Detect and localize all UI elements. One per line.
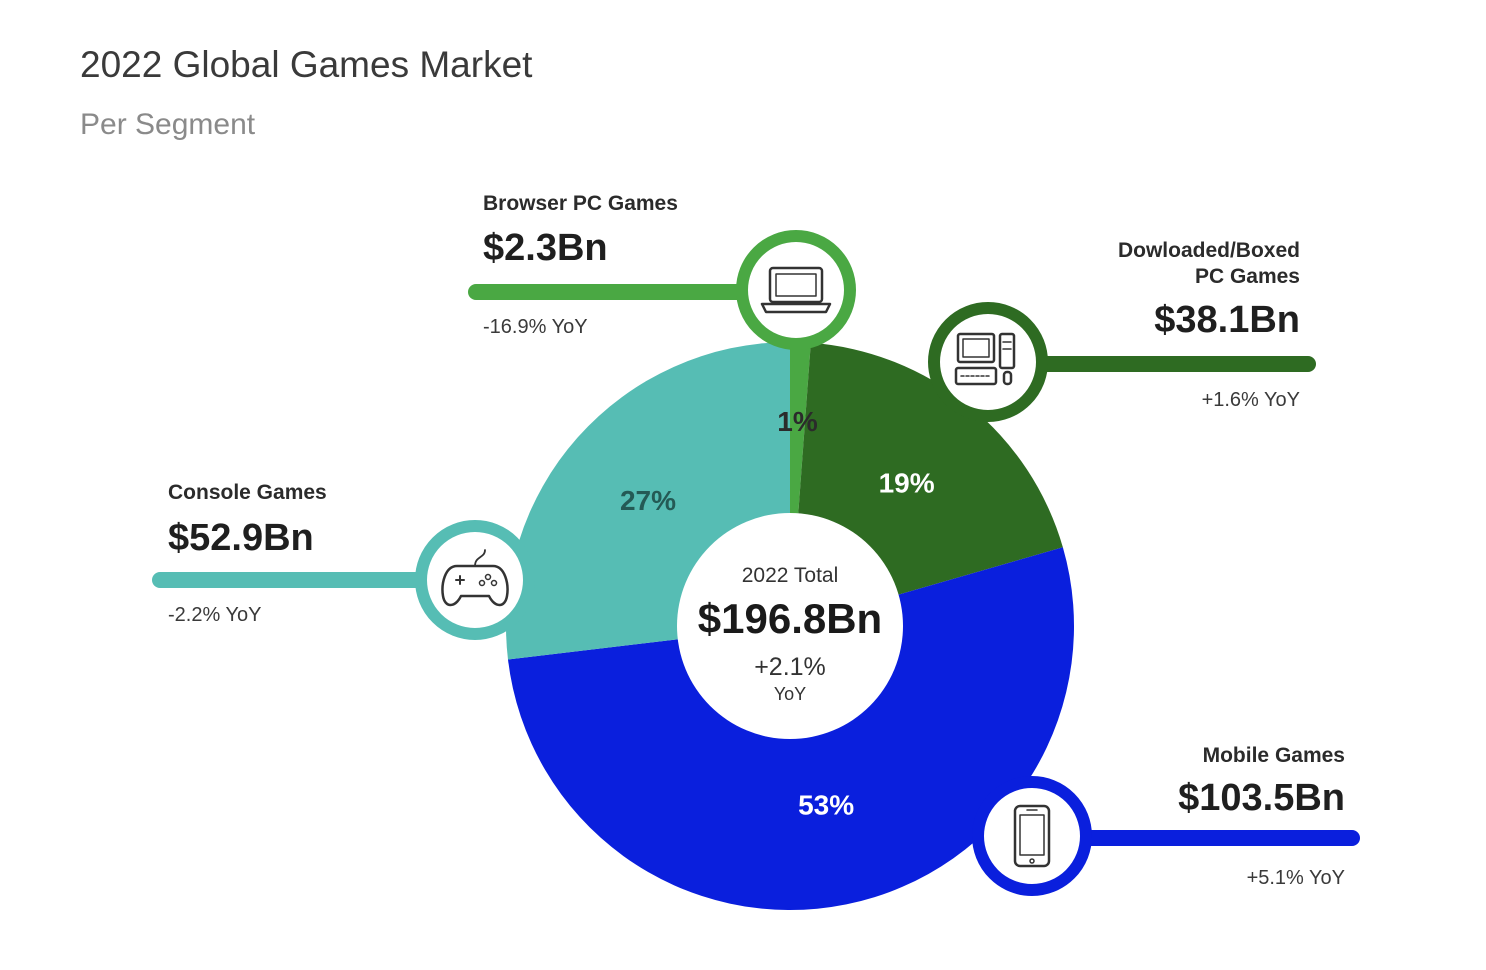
icon-ring-3 — [415, 520, 535, 640]
segment-name-0: Browser PC Games — [483, 192, 678, 215]
segment-name-1-line-0: Dowloaded/Boxed — [1118, 239, 1300, 262]
desktop-pc-icon — [954, 332, 1016, 386]
percent-labels: 1% 19% 53% 27% — [620, 406, 935, 820]
percent-label-1: 19% — [879, 467, 935, 498]
callout-connector-0 — [790, 346, 807, 374]
center-total-yoy: +2.1% — [754, 653, 826, 681]
gamepad-icon — [441, 549, 509, 607]
icon-ring-0 — [736, 230, 856, 350]
segment-name-3: Console Games — [168, 481, 327, 504]
percent-label-2: 53% — [798, 789, 854, 820]
segment-yoy-1: +1.6% YoY — [1202, 389, 1300, 411]
laptop-icon — [760, 266, 832, 314]
mobile-phone-icon — [1013, 804, 1051, 868]
segment-name-1-line-1: PC Games — [1195, 265, 1300, 288]
callout-3: Console Games $52.9Bn -2.2% YoY — [152, 481, 535, 640]
segment-value-0: $2.3Bn — [483, 227, 608, 269]
segment-yoy-0: -16.9% YoY — [483, 316, 588, 338]
segment-value-3: $52.9Bn — [168, 517, 314, 559]
segment-name-2: Mobile Games — [1203, 744, 1345, 767]
center-circle — [677, 513, 903, 739]
segment-yoy-2: +5.1% YoY — [1247, 867, 1345, 889]
chart-subtitle: Per Segment — [80, 108, 256, 141]
center-total-value: $196.8Bn — [698, 595, 882, 642]
chart-title: 2022 Global Games Market — [80, 44, 533, 85]
segment-yoy-3: -2.2% YoY — [168, 604, 261, 626]
center-total: 2022 Total $196.8Bn +2.1% YoY — [677, 513, 903, 739]
percent-label-0: 1% — [777, 406, 818, 437]
callout-1: Dowloaded/Boxed PC Games $38.1Bn +1.6% YoY — [928, 239, 1316, 422]
center-total-yoy-unit: YoY — [774, 684, 806, 704]
percent-label-3: 27% — [620, 485, 676, 516]
segment-value-2: $103.5Bn — [1178, 777, 1345, 819]
segment-callouts: Browser PC Games $2.3Bn -16.9% YoY Dowloade… — [152, 192, 1360, 896]
icon-ring-2 — [972, 776, 1092, 896]
segment-value-1: $38.1Bn — [1154, 299, 1300, 341]
center-total-label: 2022 Total — [742, 564, 839, 587]
callout-2: Mobile Games $103.5Bn +5.1% YoY — [972, 744, 1360, 896]
callout-0: Browser PC Games $2.3Bn -16.9% YoY — [468, 192, 856, 374]
